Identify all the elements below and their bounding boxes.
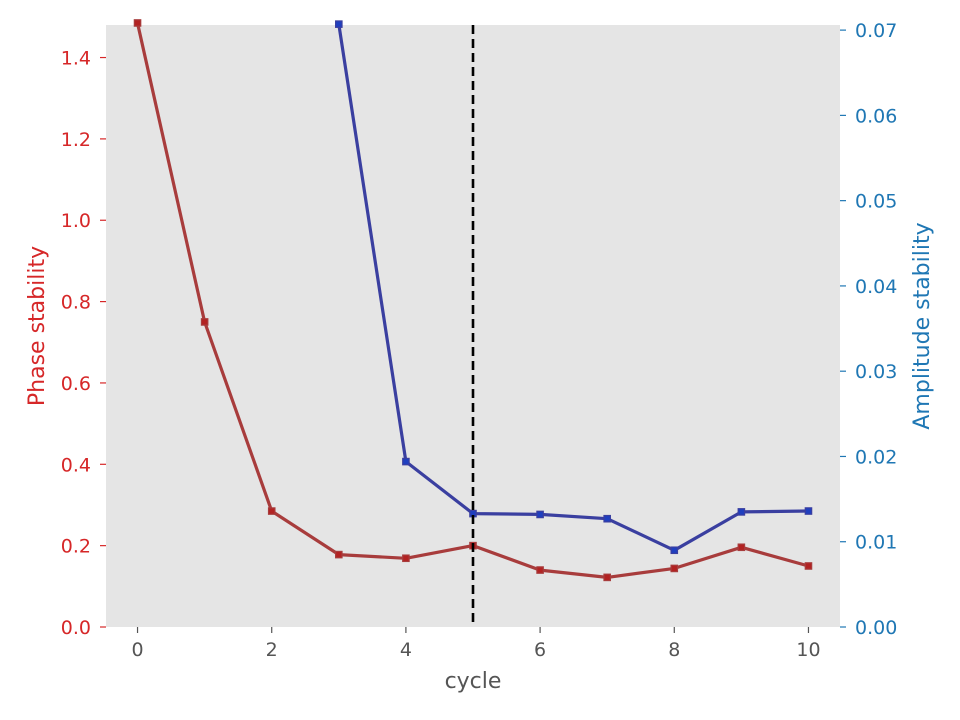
- y-right-tick-label: 0.07: [855, 20, 897, 42]
- x-tick-label: 4: [400, 639, 412, 661]
- x-tick-label: 8: [668, 639, 680, 661]
- y-axis-right-label: Amplitude stability: [910, 222, 935, 429]
- y-right-tick-label: 0.03: [855, 361, 897, 383]
- y-left-tick-label: 1.4: [61, 48, 91, 70]
- chart-marks: [133, 19, 813, 627]
- y-right-tick-label: 0.01: [855, 532, 897, 554]
- y-right-tick-label: 0.04: [855, 276, 897, 298]
- series-left-point: [402, 554, 410, 563]
- x-tick-label: 2: [266, 639, 278, 661]
- series-left-point: [804, 562, 813, 570]
- series-left-point: [536, 566, 544, 574]
- y-left-tick-label: 0.6: [61, 373, 91, 395]
- y-left-tick-label: 0.4: [61, 454, 91, 476]
- y-right-tick-label: 0.00: [855, 617, 897, 639]
- y-left-tick-label: 0.8: [61, 292, 91, 314]
- series-right-point: [536, 510, 544, 519]
- series-left-point: [737, 543, 746, 552]
- series-right-point: [804, 507, 813, 515]
- series-left-point: [603, 573, 611, 582]
- series-left-point: [267, 507, 276, 515]
- series-left-point: [200, 318, 209, 326]
- series-right-point: [670, 546, 679, 555]
- y-left-tick-label: 0.0: [61, 617, 91, 639]
- series-right-line: [337, 22, 811, 552]
- series-left-point: [670, 564, 679, 573]
- y-axis-left-label: Phase stability: [25, 246, 50, 406]
- series-left-point: [335, 550, 343, 559]
- y-right-tick-label: 0.05: [855, 191, 897, 213]
- series-left-point: [133, 19, 142, 27]
- y-left-tick-label: 1.2: [61, 129, 91, 151]
- series-right-point: [603, 514, 611, 523]
- x-tick-label: 0: [131, 639, 143, 661]
- series-right-point: [402, 457, 410, 466]
- chart-axes: 0 2 4 6 8 10 0.0 0.2 0.4 0.6 0.8 1.0 1.2 1.4 0.00 0.01 0…: [61, 20, 898, 661]
- y-left-tick-label: 0.2: [61, 536, 91, 558]
- series-right-point: [737, 508, 746, 516]
- y-right-tick-label: 0.02: [855, 446, 897, 468]
- y-left-tick-label: 1.0: [61, 210, 91, 232]
- series-right-point: [335, 20, 343, 28]
- x-tick-label: 10: [796, 639, 820, 661]
- x-tick-label: 6: [534, 639, 546, 661]
- y-right-tick-label: 0.06: [855, 105, 897, 127]
- x-axis-label: cycle: [445, 669, 502, 694]
